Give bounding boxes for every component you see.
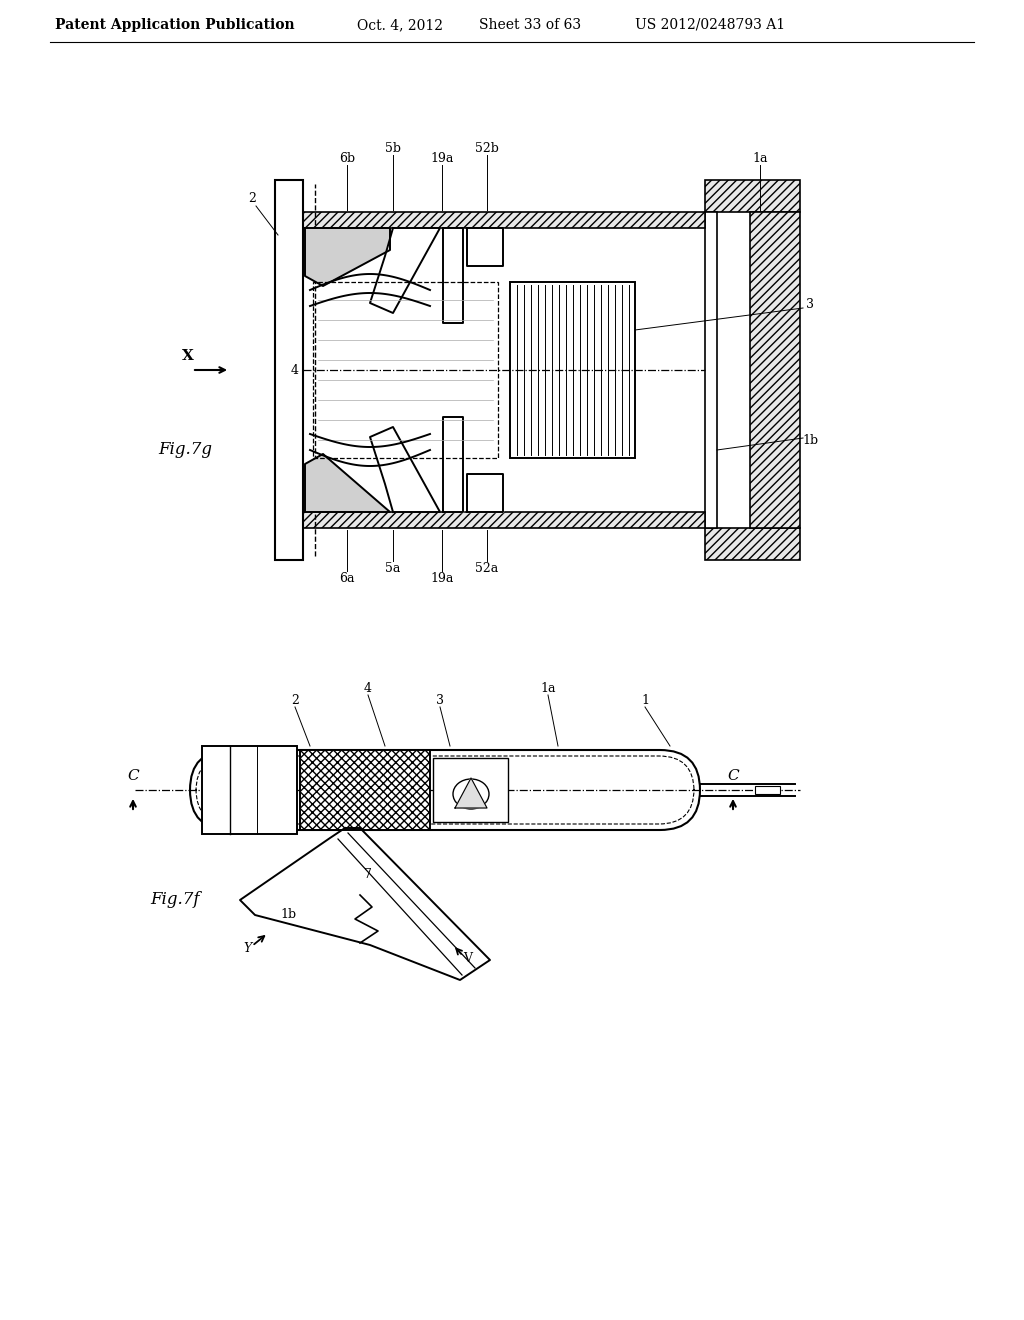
Text: 5a: 5a	[385, 561, 400, 574]
Text: 1a: 1a	[541, 681, 556, 694]
Text: V: V	[464, 952, 472, 965]
Text: 6a: 6a	[339, 572, 354, 585]
Text: 5b: 5b	[385, 141, 401, 154]
Text: 2: 2	[248, 191, 256, 205]
Bar	[510, 282, 635, 458]
Text: 52a: 52a	[475, 561, 499, 574]
Polygon shape	[467, 228, 503, 267]
Text: 4: 4	[364, 681, 372, 694]
Polygon shape	[240, 828, 490, 979]
Bar	[705, 180, 800, 213]
Text: X: X	[182, 348, 194, 363]
Text: Sheet 33 of 63: Sheet 33 of 63	[479, 18, 581, 32]
Text: 1b: 1b	[802, 433, 818, 446]
Bar	[202, 746, 297, 834]
Bar	[303, 213, 705, 228]
Polygon shape	[370, 426, 440, 512]
Bar	[755, 785, 780, 795]
Polygon shape	[305, 228, 390, 286]
Bar	[705, 213, 717, 528]
Bar	[300, 750, 430, 830]
Text: Patent Application Publication: Patent Application Publication	[55, 18, 295, 32]
Bar	[433, 758, 508, 822]
Polygon shape	[467, 474, 503, 512]
Bar	[705, 528, 800, 560]
Polygon shape	[455, 777, 487, 808]
Text: US 2012/0248793 A1: US 2012/0248793 A1	[635, 18, 785, 32]
Text: 1b: 1b	[280, 908, 296, 921]
Polygon shape	[443, 417, 463, 512]
Polygon shape	[370, 228, 440, 313]
Text: 52b: 52b	[475, 141, 499, 154]
Text: 1a: 1a	[753, 152, 768, 165]
Text: 19a: 19a	[430, 152, 454, 165]
Text: Oct. 4, 2012: Oct. 4, 2012	[357, 18, 443, 32]
FancyBboxPatch shape	[190, 750, 700, 830]
Bar	[303, 512, 705, 528]
Text: 3: 3	[436, 693, 444, 706]
Text: Fig.7g: Fig.7g	[158, 441, 212, 458]
Text: C: C	[127, 770, 139, 783]
Text: Fig.7f: Fig.7f	[151, 891, 200, 908]
Text: 19a: 19a	[430, 572, 454, 585]
Ellipse shape	[453, 779, 489, 809]
Text: C: C	[727, 770, 738, 783]
Text: 2: 2	[291, 693, 299, 706]
Bar	[275, 180, 303, 560]
Text: 4: 4	[291, 363, 299, 376]
Text: 1: 1	[641, 693, 649, 706]
Polygon shape	[305, 454, 390, 512]
Bar	[750, 213, 800, 528]
Text: 6b: 6b	[339, 152, 355, 165]
Text: 3: 3	[806, 298, 814, 312]
Bar	[313, 282, 498, 458]
Text: 7: 7	[365, 869, 372, 882]
Polygon shape	[443, 228, 463, 323]
Text: Y: Y	[244, 941, 252, 954]
